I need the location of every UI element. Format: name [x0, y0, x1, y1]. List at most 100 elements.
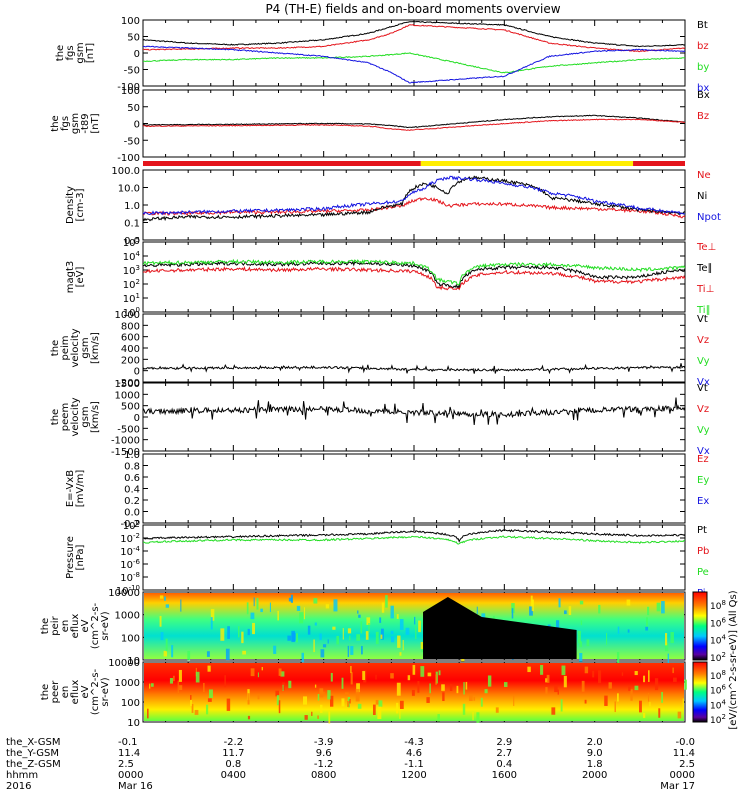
spectrogram-cell	[420, 641, 425, 650]
spectrogram-cell	[639, 700, 642, 713]
spectrogram-cell	[556, 620, 560, 633]
y-tick-label: 105	[123, 236, 140, 249]
y-tick-label: 0	[134, 120, 140, 131]
spectrogram-void	[423, 597, 577, 659]
x-axis-value-x: 2.9	[496, 737, 512, 748]
legend-npot: Npot	[697, 212, 721, 223]
y-axis-label: [nT]	[85, 43, 96, 63]
spectrogram-cell	[554, 685, 558, 693]
spectrogram-cell	[247, 693, 250, 705]
spectrogram-cell	[180, 599, 182, 612]
legend-ti⊥: Ti⊥	[696, 284, 714, 295]
spectrogram-cell	[365, 631, 369, 640]
y-axis-label: gsm	[80, 337, 91, 358]
spectrogram-cell	[311, 711, 313, 716]
spectrogram-cell	[645, 626, 649, 631]
spectrogram-cell	[347, 645, 350, 658]
spectrogram-cell	[368, 623, 370, 632]
spectrogram-cell	[253, 597, 255, 607]
y-tick-label: 0	[134, 367, 140, 378]
spectrogram-cell	[380, 634, 383, 639]
spectrogram-cell	[627, 629, 630, 633]
y-axis-label: E=-VxB	[65, 470, 76, 507]
spectrogram-cell	[390, 605, 394, 619]
y-axis-label: Density	[65, 186, 76, 224]
y-tick-label: 10000	[108, 588, 140, 599]
spectrogram-cell	[634, 671, 638, 676]
spectrogram-cell	[390, 636, 395, 643]
x-axis-value-x: -0.0	[675, 737, 695, 748]
x-axis-row-label: the_Z-GSM	[6, 759, 61, 770]
spectrogram-cell	[577, 630, 581, 644]
spectrogram-cell	[342, 628, 344, 640]
legend-pe: Pe	[697, 567, 709, 578]
spectrogram-cell	[322, 644, 327, 648]
spectrogram-cell	[207, 665, 211, 672]
spectrogram-cell	[381, 602, 385, 613]
y-tick-label: 10-6	[120, 558, 140, 571]
spectrogram-cell	[397, 635, 401, 648]
panel-frame	[142, 453, 686, 524]
y-tick-label: 1000	[115, 611, 140, 622]
y-tick-label: 10-2	[120, 532, 140, 545]
spectrogram-cell	[598, 604, 601, 614]
y-axis-label: -t89	[80, 113, 91, 133]
legend-bz: bz	[697, 41, 709, 52]
spectrogram-cell	[579, 600, 584, 605]
spectrogram-cell	[238, 626, 240, 638]
spectrogram-cell	[396, 614, 399, 619]
series-fgs-gsm-Bt	[143, 20, 685, 48]
spectrogram-cell	[205, 704, 209, 715]
spectrogram-cell	[366, 617, 371, 625]
y-tick-label: 100	[121, 633, 140, 644]
y-axis-label: fgs	[65, 45, 76, 60]
spectrogram-cell	[380, 628, 384, 640]
y-axis-label: magt3	[65, 261, 76, 294]
spectrogram-cell	[584, 699, 587, 704]
spectrogram-cell	[579, 652, 583, 662]
y-tick-label: 100.0	[111, 166, 140, 177]
spectrogram-cell	[147, 708, 149, 719]
spectrogram-cell	[288, 597, 293, 602]
legend-pb: Pb	[697, 546, 709, 557]
spectrogram-cell	[347, 700, 350, 707]
spectrogram-cell	[347, 628, 352, 634]
spectrogram-cell	[412, 665, 416, 675]
spectrogram-cell	[325, 604, 329, 609]
legend-bt: Bt	[697, 20, 708, 31]
series-temp-Ti∥	[143, 258, 685, 286]
spectrogram-cell	[415, 626, 417, 640]
legend-ez: Ez	[697, 454, 709, 465]
x-axis-row-label: the_X-GSM	[6, 737, 60, 748]
spectrogram-cell	[345, 692, 349, 696]
y-tick-label: -500	[117, 424, 140, 435]
series-fgs-gsm-bx	[143, 45, 685, 84]
colorbar-tick-label: 104	[710, 698, 726, 711]
spectrogram-cell	[179, 685, 183, 690]
spectrogram-cell	[414, 616, 416, 625]
spectrogram-cell	[314, 684, 317, 688]
spectrogram-peir	[144, 593, 684, 667]
spectrogram-cell	[617, 626, 620, 634]
y-tick-label: -100	[117, 82, 140, 93]
spectrogram-cell	[396, 702, 399, 714]
spectrogram-cell	[581, 680, 585, 692]
spectrogram-cell	[260, 608, 263, 613]
spectrogram-cell	[437, 714, 440, 722]
spectrogram-cell	[332, 626, 336, 630]
spectrogram-cell	[465, 681, 468, 690]
region-bar-segment	[420, 161, 634, 166]
y-axis-label: the	[40, 684, 51, 700]
spectrogram-cell	[362, 671, 366, 680]
series-density-Ne	[143, 197, 685, 219]
spectrogram-cell	[350, 666, 352, 674]
x-axis-row-label: the_Y-GSM	[6, 748, 59, 759]
spectrogram-cell	[608, 682, 612, 689]
y-tick-label: 50	[127, 33, 140, 44]
spectrogram-cell	[621, 672, 624, 676]
spectrogram-cell	[303, 607, 306, 620]
spectrogram-cell	[462, 703, 466, 715]
spectrogram-cell	[246, 602, 249, 615]
